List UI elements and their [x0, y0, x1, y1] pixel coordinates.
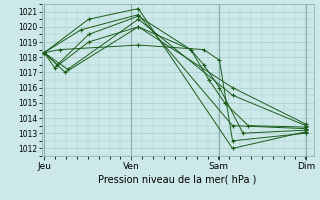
X-axis label: Pression niveau de la mer( hPa ): Pression niveau de la mer( hPa ) [99, 175, 257, 185]
